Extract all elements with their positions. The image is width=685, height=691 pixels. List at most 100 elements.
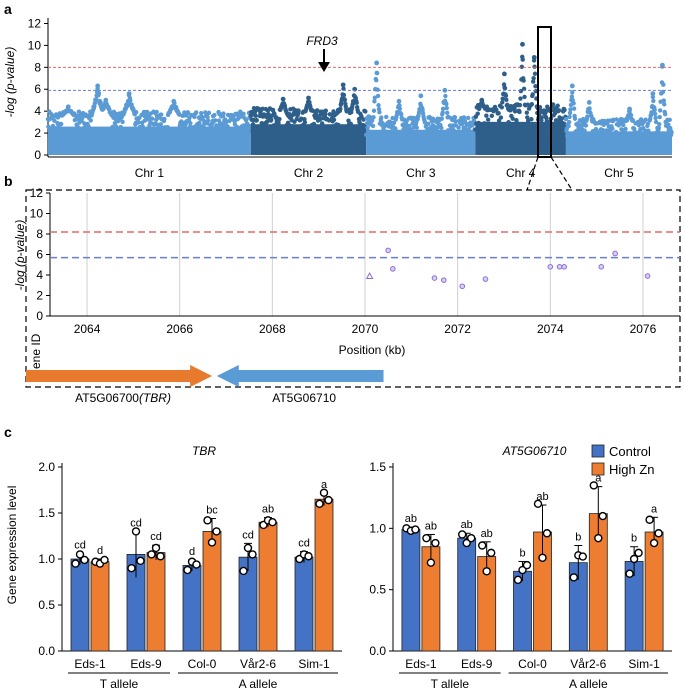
snp-point	[202, 130, 208, 135]
snp-point	[559, 125, 564, 130]
snp-point	[159, 112, 164, 117]
snp-peak-point	[306, 95, 311, 101]
bar-y-tick-label: 0.5	[369, 583, 386, 597]
replicate-point	[431, 538, 440, 548]
snp-point	[301, 126, 307, 132]
gene-id: AT5G06700	[75, 391, 139, 405]
snp-point	[434, 127, 439, 133]
replicate-point	[589, 481, 598, 490]
snp-peak-point	[280, 96, 286, 102]
chromosome-label: Chr 4	[506, 166, 536, 180]
panel-letter-b: b	[4, 173, 13, 189]
snp-point	[375, 87, 380, 92]
snp-point	[531, 75, 536, 81]
group-label: Eds-1	[405, 657, 437, 671]
snp-point	[178, 127, 183, 133]
snp-point	[505, 102, 510, 108]
replicate-point	[625, 569, 634, 578]
snp-point	[136, 120, 141, 125]
replicate-point	[649, 538, 659, 548]
replicate-point	[192, 560, 201, 569]
bar-panel-title: AT5G06710	[502, 444, 567, 458]
snp-point	[342, 97, 348, 103]
snp-point	[393, 126, 398, 131]
snp-peak-point	[586, 99, 592, 105]
bar-y-tick-label: 0.5	[38, 598, 55, 612]
snp-point	[55, 115, 61, 120]
snp-point	[456, 125, 461, 130]
chromosome-label: Chr 3	[406, 166, 436, 180]
snp-point	[110, 124, 115, 130]
manhattan-y-tick-label: 12	[28, 16, 42, 30]
snp-peak-point	[627, 106, 632, 112]
bar-y-tick-label: 0.0	[369, 644, 386, 658]
snp-point	[377, 109, 382, 115]
snp-point	[252, 110, 258, 115]
zoom-y-tick-label: 12	[30, 186, 44, 200]
snp-peak-point	[418, 93, 424, 99]
replicate-point	[324, 495, 333, 505]
snp-point	[496, 111, 501, 116]
snp-point	[519, 64, 525, 69]
snp-point	[483, 122, 489, 128]
manhattan-ylabel: -log (p-value)	[3, 47, 17, 118]
snp-point	[651, 98, 656, 104]
snp-point	[606, 133, 611, 139]
replicate-point	[268, 518, 277, 527]
significance-letter: cd	[298, 538, 310, 550]
snp-point	[649, 110, 654, 115]
replicate-point	[151, 543, 161, 553]
replicate-point	[629, 554, 639, 564]
replicate-point	[212, 527, 221, 536]
replicate-point	[482, 567, 491, 576]
bar-highzn	[314, 498, 334, 652]
gene-label: AT5G06710	[272, 391, 336, 405]
snp-point	[276, 120, 281, 126]
snp-point	[86, 124, 91, 129]
snp-point	[276, 124, 282, 129]
manhattan-y-axis: 0 2 4 6 8 10 12	[28, 16, 672, 162]
snp-point	[164, 128, 170, 134]
snp-point	[384, 129, 389, 135]
snp-point	[521, 78, 526, 83]
snp-point	[165, 124, 170, 130]
snp-point	[568, 107, 573, 112]
zoom-x-tick-label: 2076	[630, 322, 657, 336]
allele-label-a: A allele	[239, 677, 278, 691]
snp-point	[54, 128, 60, 134]
snp-point	[384, 114, 389, 120]
snp-peak-point	[374, 60, 380, 66]
snp-point	[241, 111, 246, 117]
snp-point	[149, 116, 155, 121]
replicate-point	[598, 511, 607, 521]
snp-point	[500, 100, 505, 105]
manhattan-chromosome-labels: Chr 1 Chr 2 Chr 3 Chr 4 Chr 5	[135, 166, 634, 180]
snp-point	[117, 130, 123, 135]
snp-point	[563, 116, 569, 122]
replicate-point	[426, 558, 436, 567]
snp-point	[162, 116, 167, 122]
snp-point	[369, 118, 375, 123]
snp-point	[365, 125, 370, 130]
snp-point	[623, 126, 628, 132]
snp-point	[533, 84, 538, 89]
snp-point	[661, 98, 667, 103]
zoom-snp-point	[459, 283, 466, 290]
snp-point	[272, 111, 277, 117]
snp-point	[507, 126, 513, 132]
snp-point	[438, 131, 444, 137]
bar-control	[401, 529, 421, 652]
snp-point	[630, 117, 636, 123]
allele-label-t: T allele	[431, 677, 470, 691]
manhattan-thresholds	[48, 66, 672, 91]
replicate-point	[304, 552, 313, 561]
snp-point	[559, 116, 565, 121]
snp-point	[191, 130, 197, 136]
chromosome-label: Chr 1	[135, 166, 165, 180]
bar-control	[70, 558, 90, 652]
snp-point	[363, 109, 368, 114]
snp-point	[262, 124, 267, 129]
replicate-point	[578, 552, 587, 561]
zoom-x-tick-label: 2066	[166, 322, 193, 336]
replicate-point	[522, 560, 532, 570]
